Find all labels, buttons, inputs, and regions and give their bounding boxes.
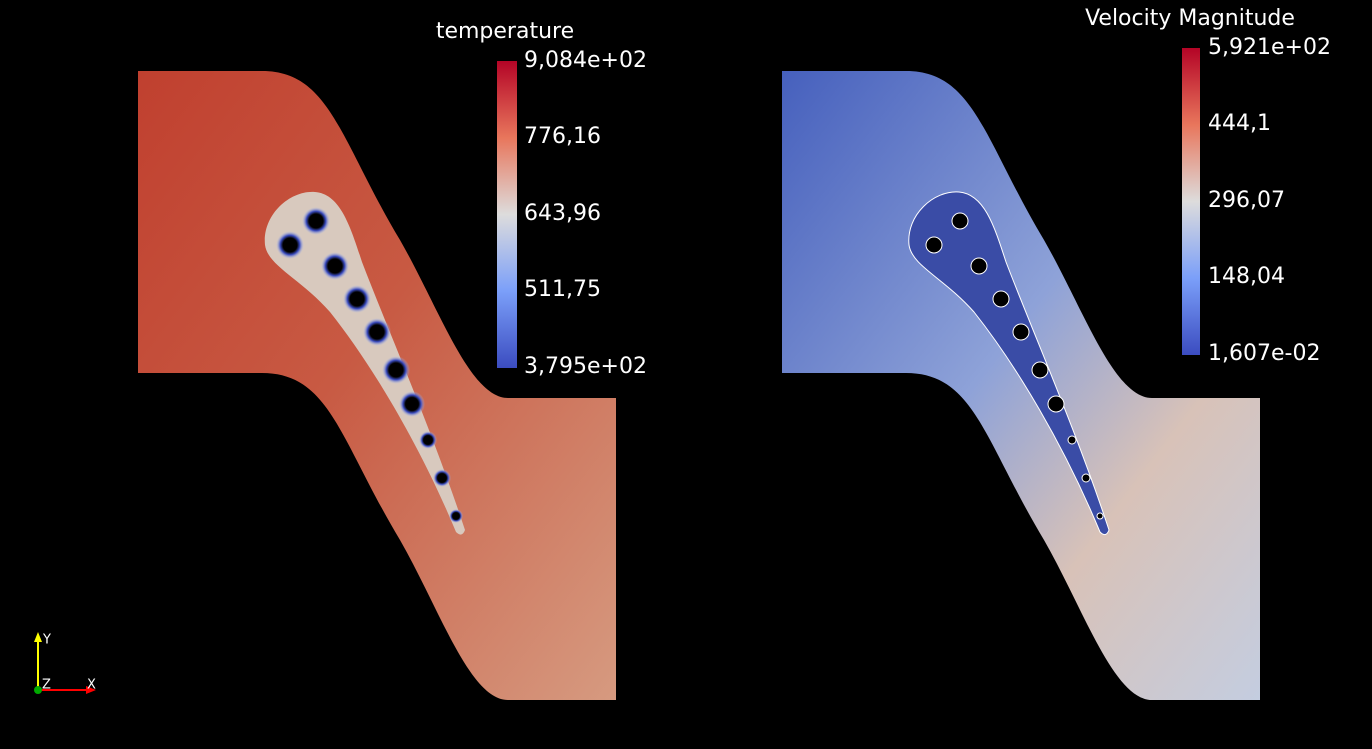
colorbar [497, 61, 517, 368]
velocity-panel: Velocity Magnitude 5,921e+02 444,1 296,0… [782, 6, 1331, 700]
cooling-holes [276, 207, 463, 523]
colorbar-label: 643,96 [524, 201, 601, 226]
colorbar-label: 444,1 [1208, 111, 1271, 136]
colorbar-label: 1,607e-02 [1208, 341, 1320, 366]
triad-label: X [87, 678, 96, 693]
cooling-holes [925, 212, 1104, 520]
colorbar-title: Velocity Magnitude [1085, 6, 1295, 31]
x-arrow [86, 686, 96, 694]
z-axis [34, 686, 42, 694]
temperature-panel: temperature 9,084e+02 776,16 643,96 511,… [138, 19, 647, 700]
colorbar-label: 148,04 [1208, 264, 1285, 289]
colorbar-label: 296,07 [1208, 188, 1285, 213]
colorbar-label: 9,084e+02 [524, 48, 647, 73]
axes-triad: Y Z X [34, 632, 96, 694]
triad-label: Y [42, 633, 51, 648]
colorbar-label: 511,75 [524, 277, 601, 302]
flow-domain [138, 71, 616, 700]
colorbar [1182, 48, 1200, 355]
y-arrow [34, 632, 42, 642]
colorbar-title: temperature [436, 19, 574, 44]
colorbar-label: 5,921e+02 [1208, 35, 1331, 60]
colorbar-label: 3,795e+02 [524, 354, 647, 379]
triad-label: Z [42, 678, 51, 693]
colorbar-label: 776,16 [524, 124, 601, 149]
